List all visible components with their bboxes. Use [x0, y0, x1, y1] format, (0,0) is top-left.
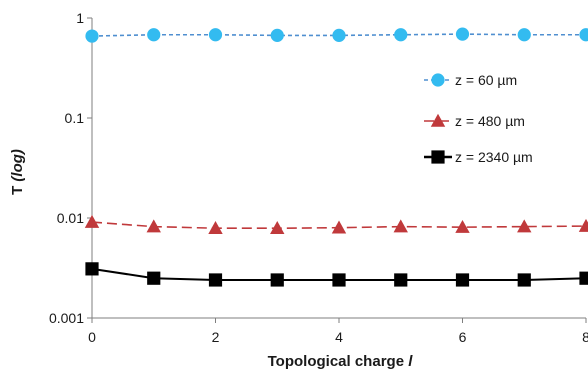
series-2: [84, 214, 588, 234]
series-1: [85, 27, 588, 43]
data-point: [270, 221, 285, 234]
legend-item-1: z = 60 µm: [424, 72, 517, 88]
data-point: [270, 28, 284, 42]
legend-label: z = 60 µm: [455, 72, 517, 88]
axes: 0.001 0.01 0.1 1 0 2 4 6 8: [49, 10, 588, 345]
y-tick-label: 1: [76, 10, 84, 26]
legend-label: z = 480 µm: [455, 113, 525, 129]
legend-item-3: z = 2340 µm: [424, 149, 533, 165]
legend-marker: [431, 73, 445, 87]
legend: z = 60 µm z = 480 µm z = 2340 µm: [424, 72, 533, 165]
y-axis-title: T (log): [9, 149, 26, 195]
legend-marker: [430, 113, 446, 127]
data-point: [579, 271, 588, 285]
legend-marker: [431, 150, 445, 164]
legend-item-2: z = 480 µm: [424, 113, 525, 129]
y-tick-label: 0.1: [65, 110, 85, 126]
data-point: [84, 214, 100, 228]
data-point: [394, 28, 408, 42]
legend-label: z = 2340 µm: [455, 149, 533, 165]
data-point: [147, 28, 161, 42]
data-point: [455, 219, 470, 233]
x-tick-label: 0: [88, 329, 96, 345]
data-point: [331, 220, 347, 234]
data-point: [455, 27, 470, 41]
y-tick-label: 0.01: [57, 210, 84, 226]
data-point: [146, 219, 161, 233]
data-point: [208, 221, 223, 234]
x-tick-label: 2: [212, 329, 220, 345]
data-point: [517, 28, 531, 42]
series-layer: [84, 27, 588, 287]
data-point: [85, 29, 99, 43]
data-point: [147, 271, 161, 285]
y-tick-label: 0.001: [49, 310, 84, 326]
data-point: [332, 28, 346, 42]
data-point: [455, 273, 470, 287]
data-point: [208, 28, 223, 42]
data-point: [517, 273, 531, 287]
x-tick-label: 4: [335, 329, 343, 345]
data-point: [394, 273, 408, 287]
data-point: [270, 273, 284, 287]
data-point: [578, 218, 588, 232]
data-point: [393, 219, 408, 233]
data-point: [579, 28, 588, 42]
x-axis-title: Topological charge l: [268, 353, 414, 370]
data-point: [332, 273, 346, 287]
x-tick-label: 8: [582, 329, 588, 345]
data-point: [208, 273, 223, 287]
x-tick-label: 6: [459, 329, 467, 345]
data-point: [85, 262, 99, 276]
series-3: [85, 262, 588, 287]
data-point: [517, 219, 532, 233]
